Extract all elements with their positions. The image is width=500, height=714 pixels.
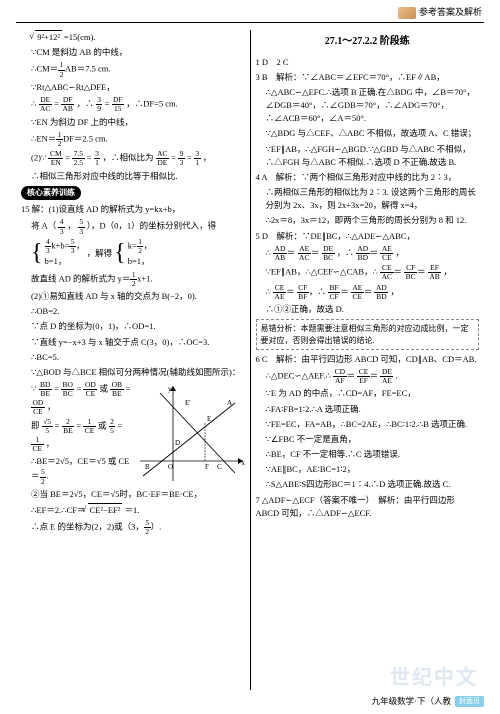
text: 15 解：(1)设直线 AD 的解析式为 y=kx+b， [21, 203, 245, 216]
text: ∴ ADAB＝ AEAC＝ DEBC ，∴ ADBD＝ AECE ， [256, 245, 480, 263]
page-header: 参考答案及解析 [398, 6, 482, 20]
svg-text:E: E [207, 415, 211, 423]
svg-text:O: O [168, 463, 173, 471]
section-title: 27.1～27.2.2 阶段练 [256, 34, 480, 50]
text: ∵AE∥BC，AE∶BC=1∶2， [256, 463, 480, 476]
text: 9²+12² =15(cm). [21, 30, 245, 44]
text: ∴OB=2. [21, 305, 245, 318]
equation-system: { 43k+b=53，b=1， ，解得 { k=12，b=1， [21, 238, 245, 269]
text: ∵Rt△ABC∽Rt△DFE， [21, 81, 245, 94]
svg-text:E': E' [185, 399, 191, 407]
right-column: 27.1～27.2.2 阶段练 1 D 2 C 3 B 解析：∵∠ABC＝∠EF… [251, 30, 485, 690]
badge-core: 核心素养训练 [21, 186, 81, 200]
text: ∴BC=5. [21, 351, 245, 364]
text: 4 A 解析：∵两个相似三角形对应中线的比为 2∶3， [256, 171, 480, 184]
text: 5 D 解析：∵DE∥BC，∴△ADE∽△ABC， [256, 230, 480, 243]
text: (2)①易知直线 AD 与 x 轴的交点为 B(−2，0). [21, 290, 245, 303]
svg-text:C: C [217, 463, 222, 471]
header-rule [16, 22, 484, 23]
footer-text: 九年级数学·下（人教 [372, 695, 451, 708]
text: ∴BE，CF 不一定相等.∴C 选项错误. [256, 448, 480, 461]
header-text: 参考答案及解析 [419, 6, 482, 20]
book-icon [398, 7, 416, 19]
text: ∵∠FBC 不一定是直角， [256, 433, 480, 446]
text: ∴ CEAE＝ CFBF，∴ BFCF＝ AECE＝ ADBD ， [256, 284, 480, 302]
text: ∴S△ABE∶S四边形BC＝1∶4.∴D 选项正确.故选 C. [256, 478, 480, 491]
text: ∵CM 是斜边 AB 的中线， [21, 46, 245, 59]
text: ∴CM＝12AB＝7.5 cm. [21, 61, 245, 79]
svg-text:B: B [145, 463, 150, 471]
text: ∵点 D 的坐标为(0，1)，∴OD=1. [21, 320, 245, 333]
tip-box: 易错分析：本题需要注意相似三角形的对应边成比例，一定要对应，否则会得出错误的结论… [256, 319, 480, 349]
text: ∴①②正确，故选 D. [256, 303, 480, 316]
svg-text:x: x [241, 459, 245, 467]
text: ∴2x＝8，3x＝12，即两个三角形的周长分别为 8 和 12. [256, 214, 480, 227]
text: ∵△BOD 与△BCE 相似可分两种情况(辅助线如图所示)： [21, 366, 245, 379]
svg-text:A: A [227, 399, 232, 407]
text: 故直线 AD 的解析式为 y＝12x+1. [21, 271, 245, 289]
svg-text:D: D [175, 439, 180, 447]
text: ∴EN＝12DF＝2.5 cm. [21, 131, 245, 149]
text: 7 △ADF∽△ECF（答案不唯一） 解析：由平行四边形 ABCD 可知，∴△A… [256, 494, 480, 520]
svg-text:F: F [205, 463, 209, 471]
text: ∴FA∶FB=1∶2.∴A 选项正确. [256, 403, 480, 416]
tip-text: 易错分析：本题需要注意相似三角形的对应边成比例，一定要对应，否则会得出错误的结论… [261, 324, 469, 344]
text: (2)∵ CMEN = 7.52.5 = 31 ，∴相似比为 ACDE = 93… [21, 150, 245, 168]
text: ∴EF＝2.∴CF＝ CE²−EF² ＝1. [21, 503, 245, 517]
content-columns: 9²+12² =15(cm). ∵CM 是斜边 AB 的中线， ∴CM＝12AB… [16, 30, 484, 690]
text: ∵直线 y=−x+3 与 x 轴交于点 C(3，0)，∴OC=3. [21, 336, 245, 349]
text: ∴△DEC∽△AEF.∴ CDAF＝ CEEF＝ DEAE . [256, 368, 480, 386]
text: ∵EF∥AB，∴△CEF∽△CAB，∴ CEAC＝ CFBC＝ EFAB ， [256, 264, 480, 282]
coordinate-graph: x y O B C F D E E' A [135, 383, 245, 483]
text: ∵EF∥AB，∴△FGH∽△BGD.∵△GBD 与△ABC 不相似，∴△FGH … [256, 143, 480, 169]
text: ②当 BE＝2√5，CE＝√5时，BC·EF＝BE·CE， [21, 488, 245, 501]
text: ∴相似三角形对应中线的比等于相似比. [21, 170, 245, 183]
text: ∵FE=EC，FA=AB，∴BC=2AE，∴BC∶1∶2.∴B 选项正确. [256, 418, 480, 431]
sqrt-expr: 9²+12² [35, 30, 62, 44]
text: ∴点 E 的坐标为(2，2)或（3，52）. [21, 519, 245, 537]
footer-badge: 封面页 [455, 696, 484, 707]
svg-text:y: y [168, 385, 172, 393]
text: 6 C 解析：由平行四边形 ABCD 可知，CD∥AB、CD＝AB. [256, 353, 480, 366]
text: ∵△BDG 与△CEF、△ABC 不相似，故选项 A、C 错误； [256, 127, 480, 140]
text: 3 B 解析：∵∠ABC＝∠EFC＝70°，∴EF∥AB， [256, 71, 480, 84]
left-column: 9²+12² =15(cm). ∵CM 是斜边 AB 的中线， ∴CM＝12AB… [16, 30, 250, 690]
text: 将 A（ 43 ， 53 ），D（0，1）的坐标分别代入，得 [21, 218, 245, 236]
text: ∴△ABC∽△EFC.∴选项 B 正确.在△BDG 中，∠B＝70°，∠DGB＝… [256, 86, 480, 126]
text: ∴两相似三角形的相似比为 2∶3. 设这两个三角形的周长分别为 2x、3x，则 … [256, 186, 480, 212]
page-footer: 九年级数学·下（人教 封面页 [372, 695, 484, 708]
text: 1 D 2 C [256, 56, 480, 69]
section-badge: 核心素养训练 [21, 186, 245, 200]
text: ∵E 为 AD 的中点，∴CD=AF，FE=EC， [256, 387, 480, 400]
text: ∴ DEAC = DFAB ，∴ 39 = DF15 ，∴DF=5 cm. [21, 96, 245, 114]
text: ∵EN 为斜边 DF 上的中线， [21, 116, 245, 129]
